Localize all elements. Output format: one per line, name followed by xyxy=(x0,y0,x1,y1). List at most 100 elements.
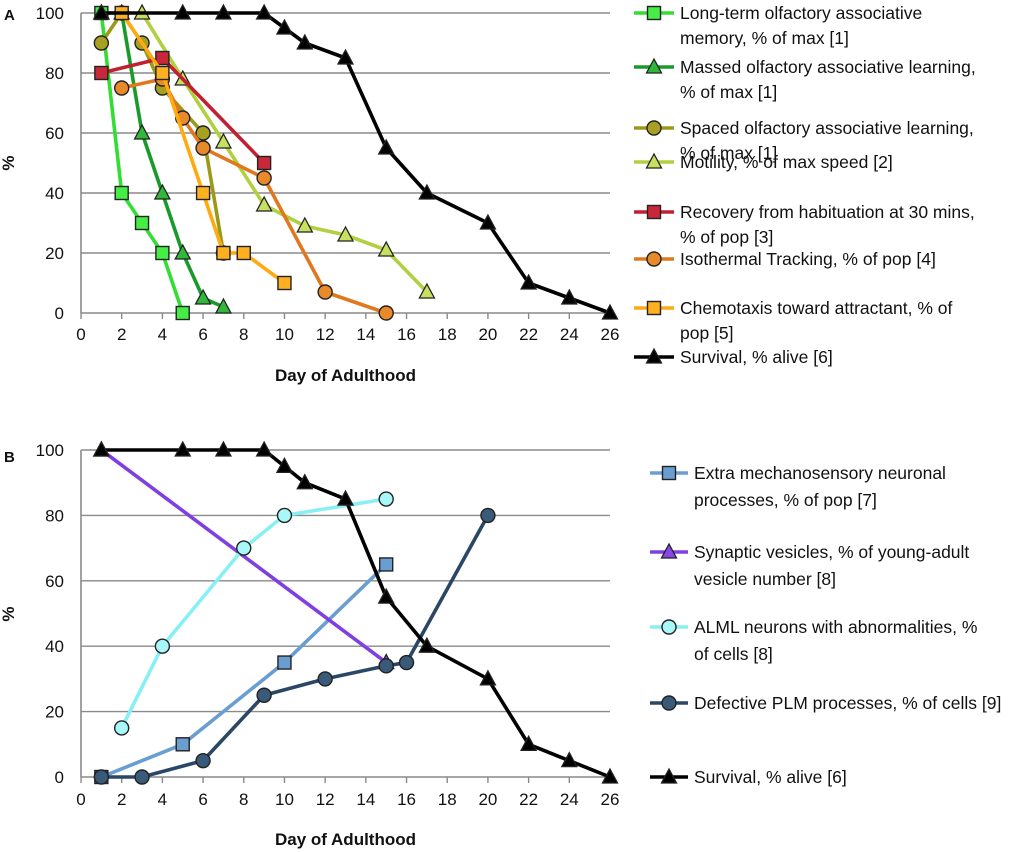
data-point xyxy=(134,215,150,231)
series-line xyxy=(100,448,388,664)
x-axis-title: Day of Adulthood xyxy=(275,830,416,849)
x-tick-label: 18 xyxy=(438,790,457,809)
data-point xyxy=(92,440,110,457)
x-tick-label: 16 xyxy=(397,790,416,809)
y-tick-label: 0 xyxy=(55,768,64,787)
data-point xyxy=(520,273,538,290)
legend-label: Synaptic vesicles, % of young-adult xyxy=(694,542,969,562)
x-tick-label: 20 xyxy=(478,325,497,344)
data-point xyxy=(378,658,394,674)
x-tick-label: 10 xyxy=(275,325,294,344)
legend-label: Massed olfactory associative learning, xyxy=(680,57,976,77)
data-point xyxy=(418,636,436,653)
data-point xyxy=(479,213,497,230)
series-line xyxy=(101,448,611,779)
data-point xyxy=(214,297,233,314)
data-point xyxy=(93,769,110,785)
legend-label: Spaced olfactory associative learning, xyxy=(680,118,974,138)
panel-label: B xyxy=(4,449,15,466)
panel-label: A xyxy=(4,7,15,24)
series-line xyxy=(120,497,387,729)
data-point xyxy=(479,669,497,686)
y-tick-label: 100 xyxy=(36,4,64,23)
x-tick-label: 22 xyxy=(519,325,538,344)
y-tick-label: 60 xyxy=(45,572,64,591)
data-point xyxy=(175,737,190,752)
y-tick-label: 60 xyxy=(45,124,64,143)
legend-label: pop [5] xyxy=(680,323,734,343)
data-point xyxy=(418,183,436,200)
x-tick-label: 24 xyxy=(560,790,579,809)
data-point xyxy=(195,125,211,141)
x-tick-label: 26 xyxy=(601,790,620,809)
data-point xyxy=(560,751,578,768)
data-point xyxy=(94,65,109,81)
x-tick-label: 0 xyxy=(76,790,85,809)
legend-marker xyxy=(645,152,663,169)
data-point xyxy=(601,767,619,784)
y-tick-label: 40 xyxy=(45,637,64,656)
x-tick-label: 26 xyxy=(601,325,620,344)
data-point xyxy=(236,540,252,556)
data-point xyxy=(377,240,395,257)
legend-marker xyxy=(660,767,678,784)
data-point xyxy=(153,183,171,200)
x-tick-label: 8 xyxy=(239,790,248,809)
x-tick-label: 12 xyxy=(316,325,335,344)
legend-label: % of pop [3] xyxy=(680,227,773,247)
data-point xyxy=(317,284,333,300)
x-tick-label: 20 xyxy=(478,790,497,809)
legend-label: memory, % of max [1] xyxy=(680,28,849,48)
data-point xyxy=(377,587,395,604)
data-point xyxy=(174,243,192,260)
legend-marker xyxy=(646,120,662,136)
x-tick-label: 2 xyxy=(117,325,126,344)
data-point xyxy=(275,18,294,35)
legend-label: Chemotaxis toward attractant, % of xyxy=(680,298,952,318)
data-point xyxy=(277,275,292,291)
data-point xyxy=(214,132,233,149)
legend-marker xyxy=(661,465,677,481)
legend-label: % of max [1] xyxy=(680,143,777,163)
data-point xyxy=(216,245,231,261)
legend-label: Survival, % alive [6] xyxy=(680,347,833,367)
data-point xyxy=(560,288,578,305)
data-point xyxy=(255,3,273,20)
data-point xyxy=(175,305,190,321)
x-tick-label: 6 xyxy=(198,325,207,344)
series-line xyxy=(100,563,388,779)
data-point xyxy=(155,245,170,261)
x-tick-label: 14 xyxy=(356,790,375,809)
legend-marker xyxy=(645,347,663,364)
data-point xyxy=(378,305,394,321)
x-tick-label: 2 xyxy=(117,790,126,809)
x-tick-label: 16 xyxy=(397,325,416,344)
y-axis-title: % xyxy=(0,155,18,170)
y-tick-label: 80 xyxy=(45,506,64,525)
legend-marker xyxy=(645,57,663,74)
legend-label: Survival, % alive [6] xyxy=(694,767,847,787)
data-point xyxy=(336,225,355,242)
data-point xyxy=(378,491,394,507)
legend-label: ALML neurons with abnormalities, % xyxy=(694,617,977,637)
legend-marker xyxy=(646,300,662,316)
x-tick-label: 22 xyxy=(519,790,538,809)
legend-label: Motility, % of max speed [2] xyxy=(680,152,893,172)
data-point xyxy=(296,33,314,50)
x-tick-label: 14 xyxy=(356,325,375,344)
legend-label: of cells [8] xyxy=(694,644,773,664)
y-tick-label: 100 xyxy=(36,441,64,460)
legend-label: Recovery from habituation at 30 mins, xyxy=(680,202,975,222)
data-point xyxy=(195,752,211,769)
data-point xyxy=(214,440,233,457)
legend-marker xyxy=(661,619,677,635)
legend-marker xyxy=(646,5,662,21)
data-point xyxy=(296,216,314,233)
data-point xyxy=(255,440,273,457)
data-point xyxy=(194,288,212,305)
data-point xyxy=(93,35,110,51)
x-tick-label: 8 xyxy=(239,325,248,344)
data-point xyxy=(256,170,272,186)
x-axis-title: Day of Adulthood xyxy=(275,366,416,385)
